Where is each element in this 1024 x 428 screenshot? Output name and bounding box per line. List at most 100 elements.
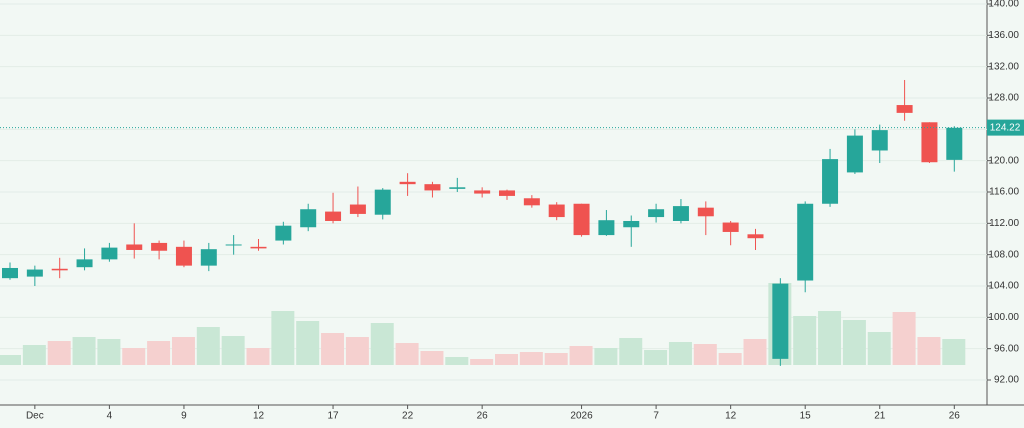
- volume-bar: [370, 323, 394, 365]
- volume-bar: [917, 337, 941, 365]
- candle-body: [374, 189, 391, 215]
- candle-body: [51, 268, 68, 271]
- y-tick-label: 136.00: [988, 30, 1019, 41]
- volume-bar: [842, 320, 866, 365]
- volume-bar: [693, 344, 717, 365]
- candle-body: [722, 222, 739, 232]
- candle-body: [101, 247, 118, 260]
- candle-body: [921, 122, 938, 163]
- volume-bar: [519, 352, 543, 365]
- volume-bar: [345, 337, 369, 365]
- last-price-label: 124.22: [990, 122, 1021, 133]
- candle-body: [449, 187, 466, 189]
- y-tick-label: 100.00: [988, 312, 1019, 323]
- y-tick-label: 140.00: [988, 0, 1019, 10]
- candle-body: [797, 203, 814, 281]
- volume-bar: [47, 341, 71, 365]
- volume-bar: [445, 357, 469, 365]
- volume-bar: [0, 355, 21, 365]
- candle-body: [76, 259, 93, 268]
- candle-body: [871, 130, 888, 151]
- x-tick-label: 22: [402, 411, 414, 422]
- x-tick-label: 26: [477, 411, 489, 422]
- candle-body: [648, 209, 665, 218]
- volume-bar: [743, 339, 767, 365]
- candle-body: [474, 190, 491, 194]
- candle-body: [225, 244, 242, 246]
- candle-body: [175, 246, 192, 266]
- last-price-box: [987, 119, 1024, 136]
- candle-body: [623, 220, 640, 228]
- volume-bar: [171, 337, 195, 365]
- y-tick-label: 120.00: [988, 155, 1019, 166]
- volume-bar: [22, 345, 46, 365]
- volume-bar: [668, 342, 692, 365]
- candle-body: [349, 204, 366, 214]
- candle-body: [2, 267, 18, 279]
- volume-bar: [942, 339, 966, 365]
- candle-body: [697, 207, 714, 217]
- y-tick-label: 112.00: [989, 218, 1019, 229]
- volume-bar: [594, 348, 618, 365]
- candle-body: [499, 190, 515, 196]
- candle-body: [946, 127, 963, 160]
- volume-bar: [644, 350, 668, 365]
- candle-body: [772, 283, 789, 359]
- volume-bar: [196, 327, 220, 365]
- candle-body: [598, 220, 615, 236]
- y-tick-label: 92.00: [994, 375, 1019, 386]
- volume-bar: [569, 346, 593, 365]
- x-tick-label: Dec: [26, 411, 44, 422]
- y-tick-label: 96.00: [994, 343, 1019, 354]
- volume-bar: [246, 348, 270, 365]
- x-tick-label: 2026: [570, 411, 593, 422]
- x-tick-label: 15: [800, 411, 812, 422]
- candle-body: [300, 209, 317, 228]
- candle-body: [26, 269, 43, 277]
- candle-body: [573, 203, 590, 236]
- x-tick-label: 9: [181, 411, 187, 422]
- volume-bar: [867, 332, 891, 365]
- candle-body: [672, 206, 689, 221]
- x-tick-label: 12: [725, 411, 737, 422]
- volume-bar: [793, 316, 817, 365]
- candle-body: [126, 244, 143, 250]
- volume-bar: [544, 353, 568, 365]
- y-tick-label: 116.00: [989, 187, 1019, 198]
- volume-bar: [420, 351, 444, 365]
- candle-body: [151, 242, 168, 251]
- volume-bar: [892, 312, 916, 365]
- volume-bar: [470, 359, 494, 365]
- volume-bar: [296, 321, 320, 365]
- volume-bar: [321, 333, 345, 365]
- volume-bar: [619, 338, 643, 365]
- y-tick-label: 132.00: [988, 61, 1019, 72]
- volume-bar: [495, 354, 518, 365]
- candle-body: [523, 198, 540, 206]
- volume-bar: [395, 343, 419, 365]
- candle-body: [896, 105, 913, 113]
- candle-body: [747, 234, 764, 239]
- x-tick-label: 21: [874, 411, 886, 422]
- volume-bar: [122, 348, 146, 365]
- candle-body: [548, 204, 565, 218]
- x-tick-label: 17: [327, 411, 339, 422]
- candle-body: [325, 211, 342, 221]
- volume-bar: [818, 311, 842, 365]
- volume-bar: [271, 311, 295, 365]
- y-tick-label: 104.00: [988, 281, 1019, 292]
- y-tick-label: 108.00: [988, 249, 1019, 260]
- candle-body: [200, 249, 217, 266]
- candle-body: [399, 181, 416, 185]
- volume-bar: [221, 336, 245, 365]
- candle-body: [822, 159, 839, 204]
- volume-bar: [147, 341, 171, 365]
- candle-body: [846, 135, 863, 173]
- volume-bar: [97, 339, 121, 365]
- y-tick-label: 128.00: [988, 93, 1019, 104]
- candle-body: [250, 246, 267, 249]
- volume-bar: [72, 337, 96, 365]
- x-tick-label: 12: [253, 411, 265, 422]
